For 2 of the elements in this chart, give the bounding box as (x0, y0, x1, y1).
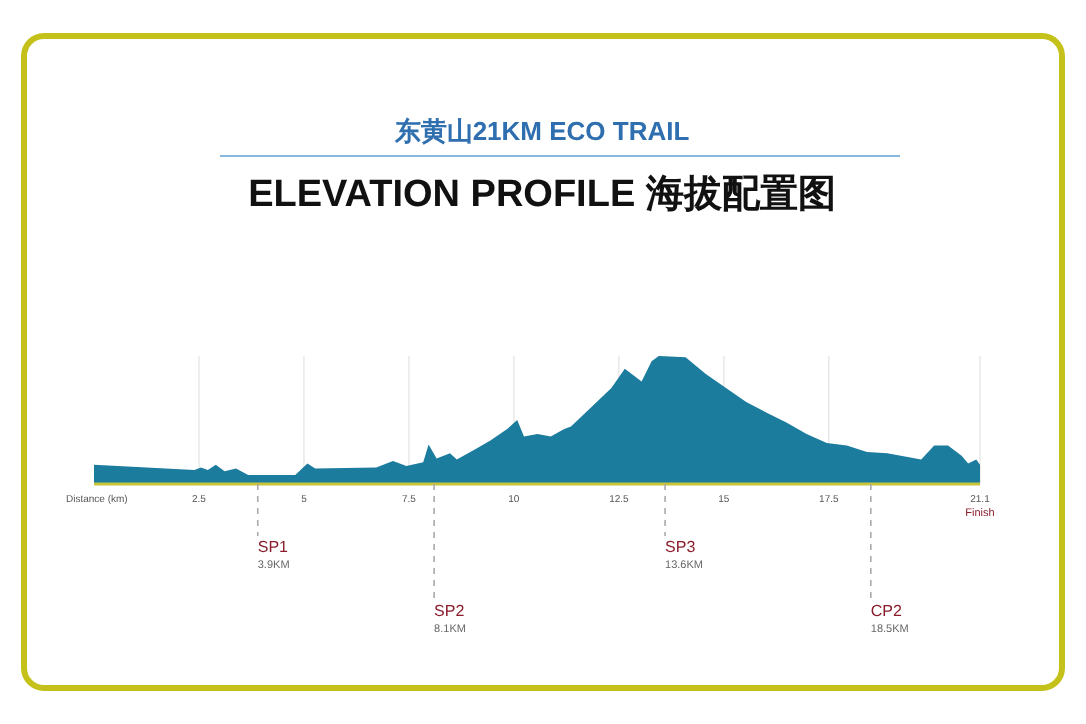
chart-title: ELEVATION PROFILE 海拔配置图 (248, 174, 836, 216)
chart-subtitle: 东黄山21KM ECO TRAIL (392, 116, 690, 146)
